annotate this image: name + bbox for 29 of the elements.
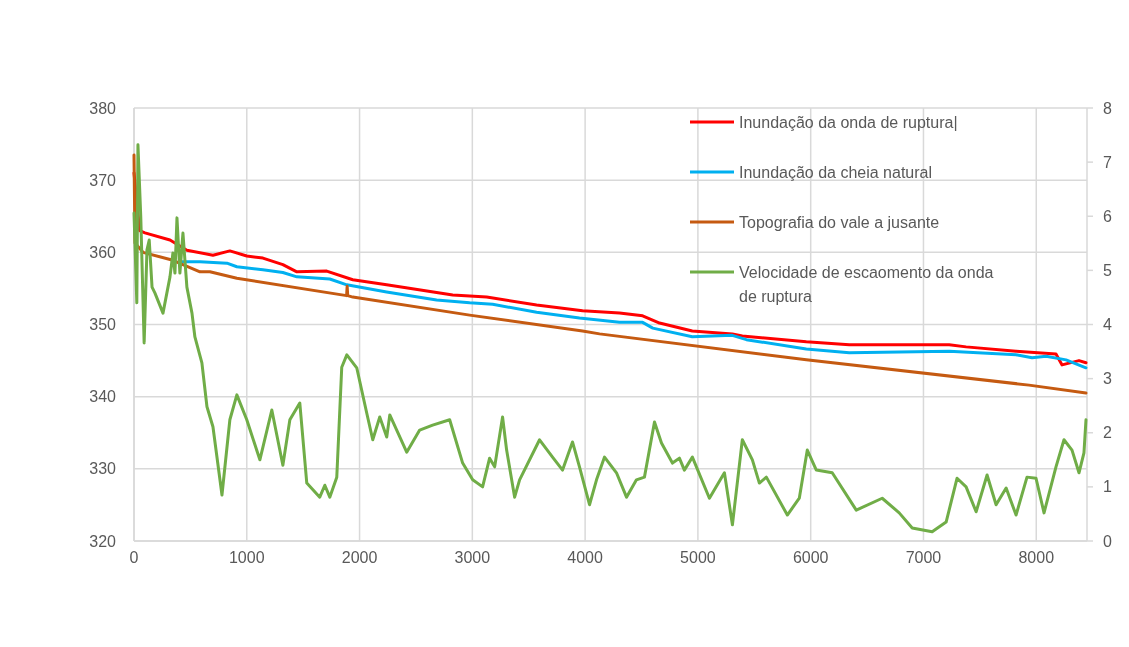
- y-tick-label: 330: [89, 460, 117, 478]
- legend-label: Inundação da onda de ruptura|: [739, 113, 958, 131]
- x-tick-label: 1000: [228, 549, 265, 566]
- x-tick-label: 7000: [905, 549, 942, 566]
- y2-tick-label: 1: [1103, 478, 1112, 496]
- y2-tick-label: 8: [1103, 99, 1112, 117]
- x-tick-label: 8000: [1018, 549, 1055, 566]
- y-tick-label: 320: [89, 532, 117, 550]
- legend-label: Topografia do vale a jusante: [739, 213, 940, 231]
- y-tick-label: 350: [89, 316, 117, 334]
- y2-tick-label: 7: [1103, 153, 1112, 171]
- y-tick-label: 360: [89, 243, 117, 261]
- y-tick-label: 370: [89, 171, 117, 189]
- x-tick-label: 4000: [567, 549, 604, 566]
- x-tick-label: 5000: [680, 549, 716, 566]
- legend-label: Velocidade de escaomento da onda de ruptura: [739, 263, 994, 305]
- y2-tick-label: 6: [1103, 207, 1112, 225]
- y-tick-label: 340: [89, 388, 117, 406]
- y2-tick-label: 0: [1103, 532, 1112, 550]
- y-tick-label: 380: [89, 99, 117, 117]
- legend-label: Inundação da cheia natural: [739, 163, 933, 181]
- y2-tick-label: 3: [1103, 370, 1112, 388]
- y2-tick-label: 5: [1103, 261, 1112, 279]
- y2-tick-label: 4: [1103, 316, 1112, 334]
- x-tick-label: 0: [129, 549, 139, 566]
- x-tick-label: 3000: [454, 549, 491, 566]
- x-tick-label: 2000: [341, 549, 378, 566]
- y2-tick-label: 2: [1103, 424, 1112, 442]
- x-tick-label: 6000: [792, 549, 829, 566]
